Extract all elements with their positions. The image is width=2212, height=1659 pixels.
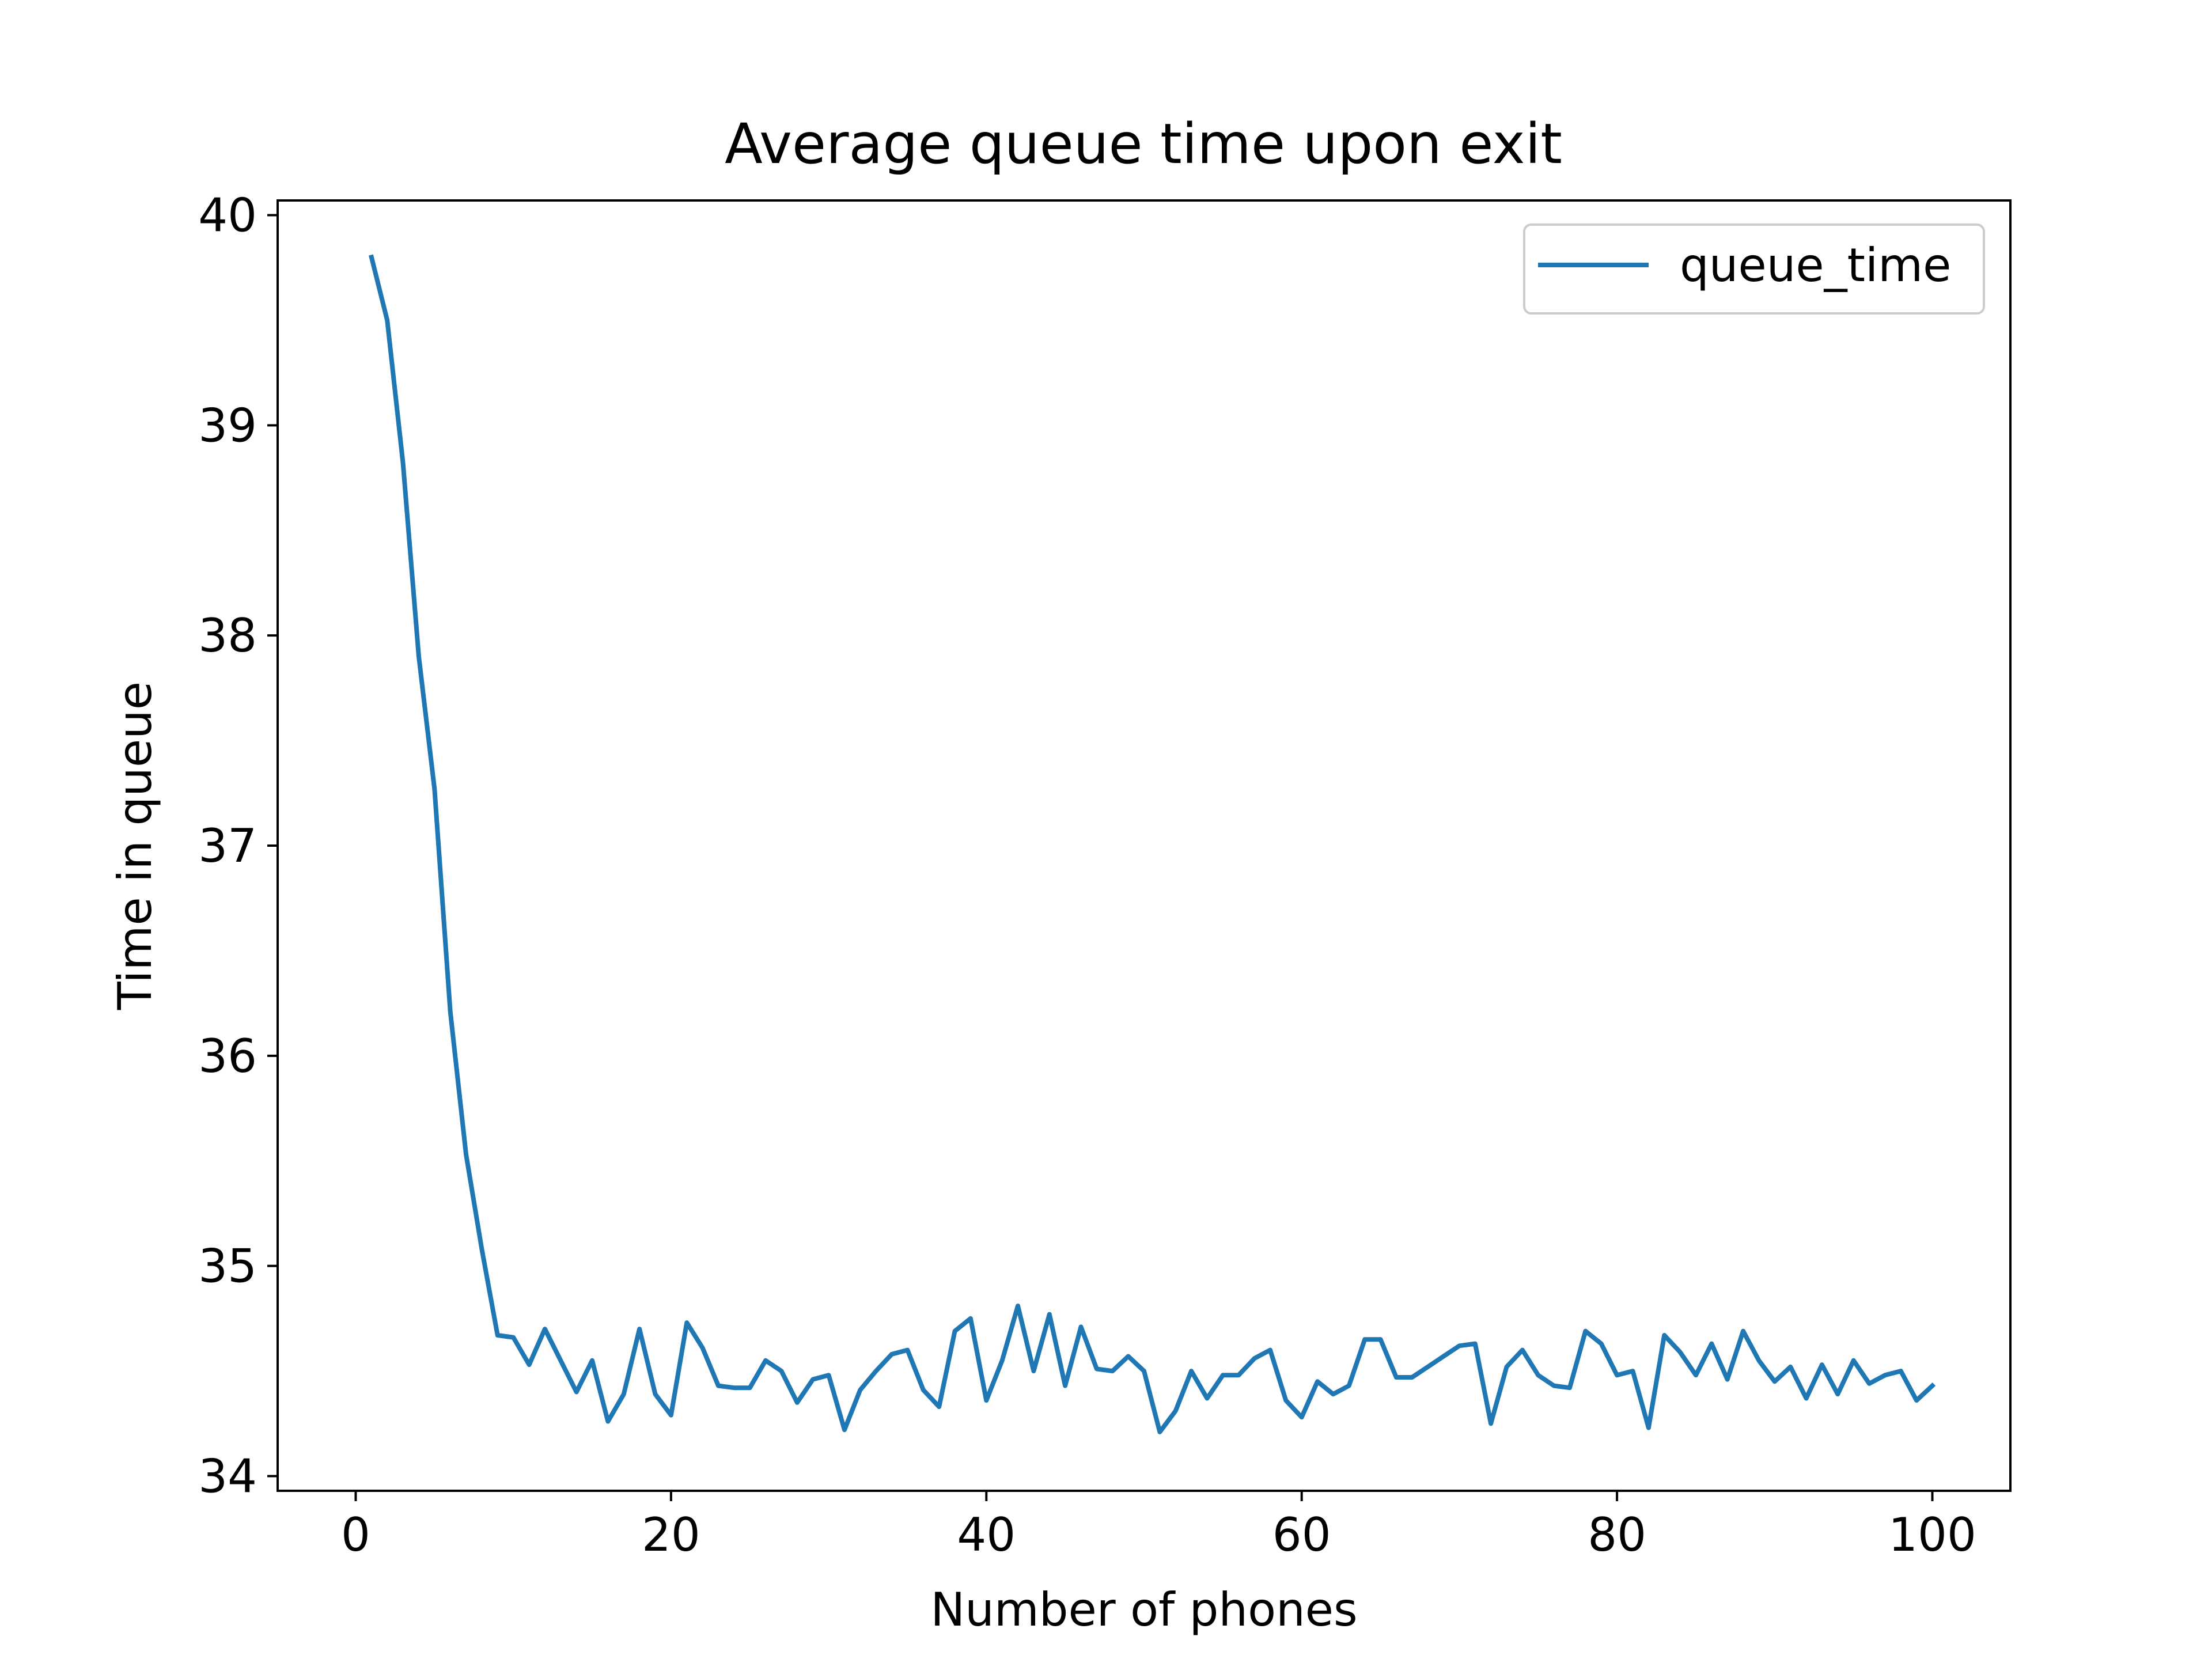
x-tick-label: 60 bbox=[1272, 1508, 1331, 1562]
x-tick-label: 0 bbox=[341, 1508, 370, 1562]
legend-label-queue-time: queue_time bbox=[1680, 238, 1951, 292]
y-tick-label: 35 bbox=[198, 1240, 257, 1293]
y-tick-label: 37 bbox=[198, 819, 257, 873]
chart-title: Average queue time upon exit bbox=[725, 112, 1562, 176]
x-tick-label: 40 bbox=[957, 1508, 1016, 1562]
x-tick-label: 100 bbox=[1888, 1508, 1976, 1562]
legend-box bbox=[1523, 224, 1985, 315]
y-tick-label: 36 bbox=[198, 1029, 257, 1083]
x-tick-label: 20 bbox=[642, 1508, 700, 1562]
x-axis-label: Number of phones bbox=[930, 1583, 1357, 1637]
y-tick-label: 39 bbox=[198, 399, 257, 452]
series-layer bbox=[369, 254, 1936, 1434]
x-tick-label: 80 bbox=[1588, 1508, 1646, 1562]
y-axis-ticks: 34 35 36 37 38 39 40 bbox=[198, 189, 278, 1503]
y-tick-label: 40 bbox=[198, 189, 257, 243]
series-line-queue-time bbox=[369, 254, 1936, 1434]
legend: queue_time bbox=[1523, 224, 1985, 315]
y-axis-label: Time in queue bbox=[108, 681, 162, 1010]
y-tick-label: 34 bbox=[198, 1449, 257, 1503]
y-tick-label: 38 bbox=[198, 609, 257, 662]
x-axis-ticks: 0 20 40 60 80 100 bbox=[341, 1491, 1976, 1562]
